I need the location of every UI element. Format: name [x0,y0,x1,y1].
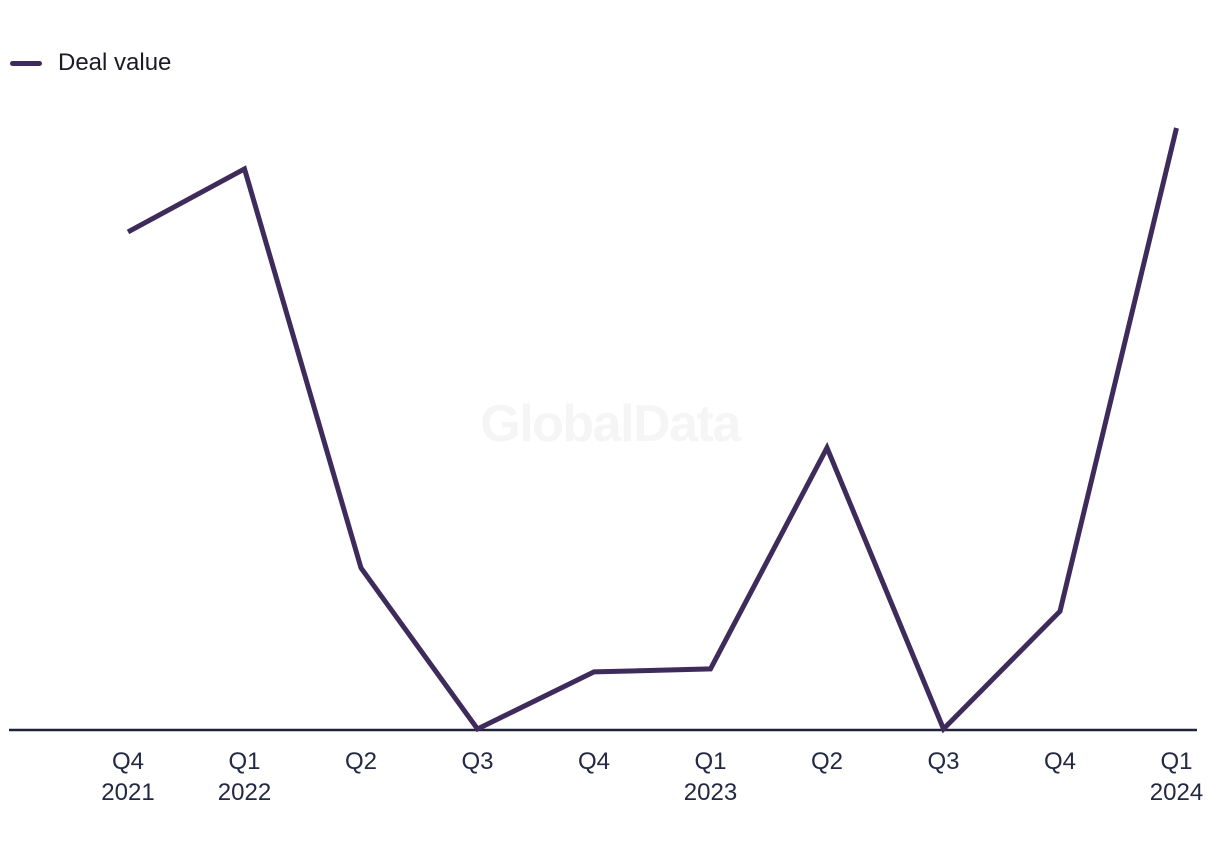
tick-quarter: Q4 [111,748,144,775]
x-tick-label: Q3 [413,746,543,777]
tick-quarter: Q4 [1043,748,1076,775]
tick-quarter: Q1 [694,748,727,775]
x-tick-label: Q2 [762,746,892,777]
tick-year: 2022 [217,779,272,806]
legend-label: Deal value [58,49,172,76]
x-tick-label: Q4 [529,746,659,777]
tick-quarter: Q1 [1160,748,1193,775]
legend-line-swatch [10,60,42,66]
tick-year: 2024 [1149,779,1204,806]
x-tick-label: Q4 [995,746,1125,777]
tick-quarter: Q2 [810,748,843,775]
tick-quarter: Q2 [344,748,377,775]
tick-quarter: Q1 [228,748,261,775]
tick-quarter: Q3 [461,748,494,775]
x-tick-label: Q1 2022 [180,746,310,808]
x-tick-label: Q1 2024 [1112,746,1220,808]
deal-value-line [126,127,1179,734]
x-tick-label: Q1 2023 [646,746,776,808]
x-tick-label: Q3 [879,746,1009,777]
x-tick-label: Q2 [296,746,426,777]
x-tick-label: Q4 2021 [63,746,193,808]
tick-quarter: Q3 [927,748,960,775]
legend: Deal value [10,48,171,78]
tick-year: 2023 [683,779,738,806]
tick-year: 2021 [101,779,155,806]
globaldata-watermark: GlobalData [480,395,741,453]
tick-quarter: Q4 [577,748,610,775]
